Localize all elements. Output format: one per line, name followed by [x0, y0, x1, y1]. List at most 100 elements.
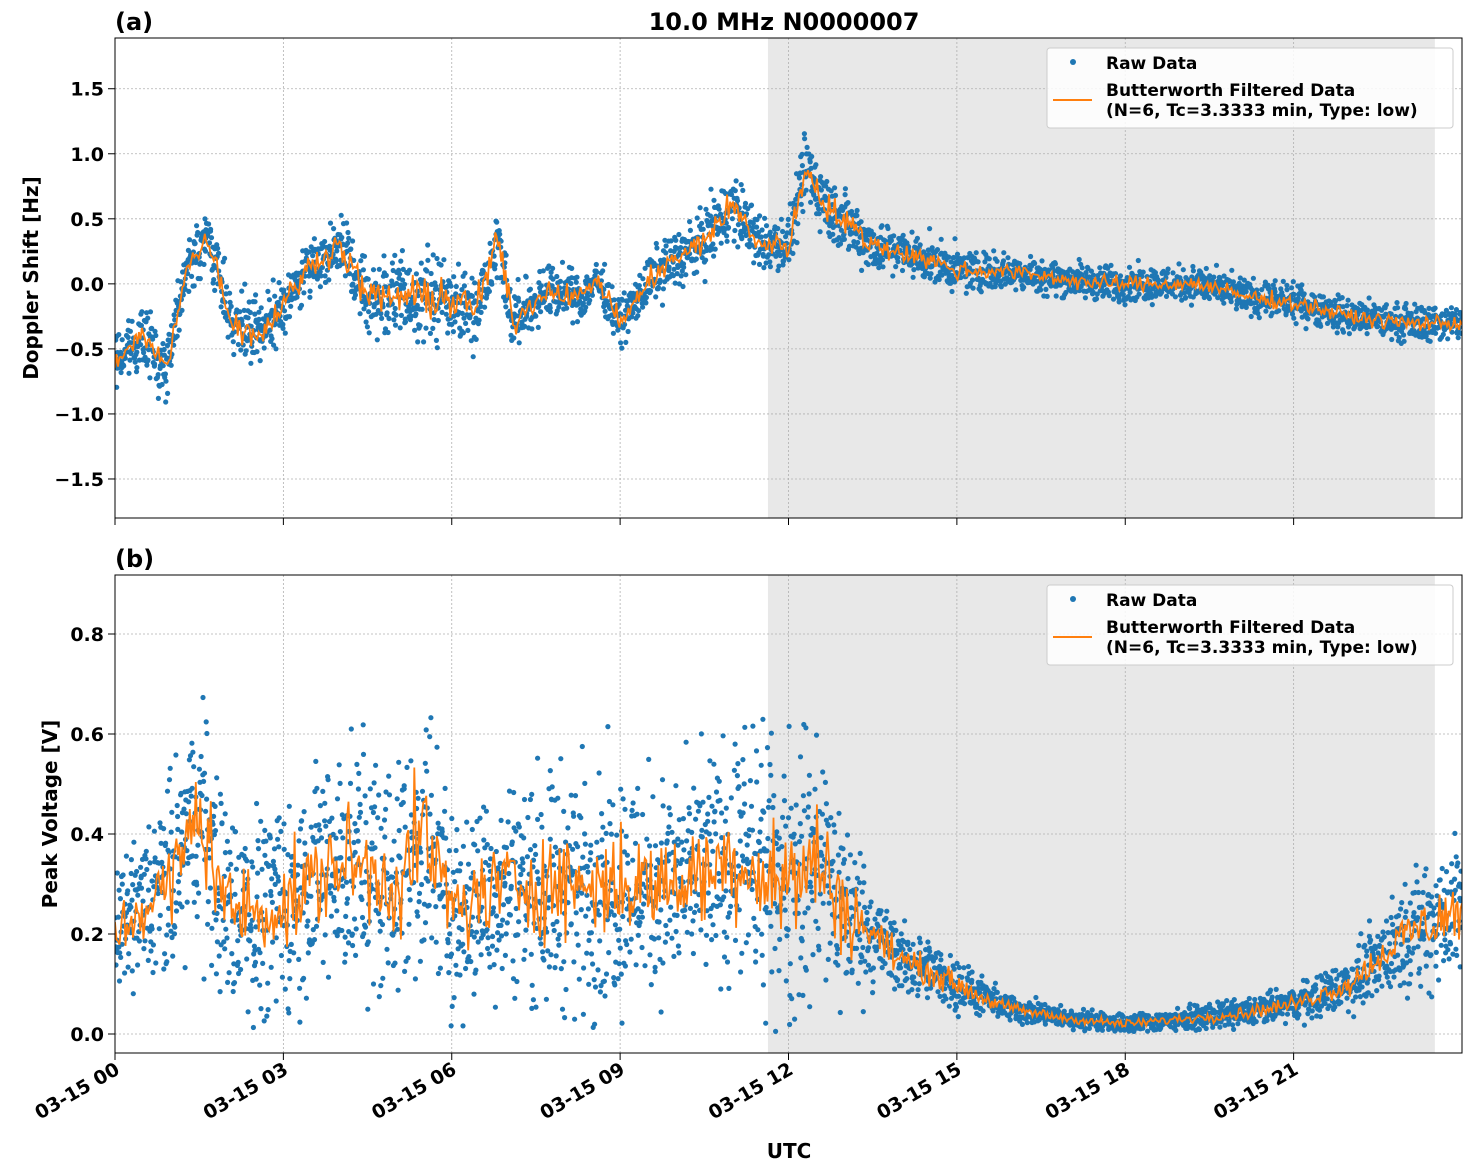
raw-point: [618, 946, 623, 951]
raw-point: [128, 905, 133, 910]
raw-point: [826, 957, 831, 962]
raw-point: [673, 783, 678, 788]
x-tick-label: 03-15 00: [31, 1058, 123, 1124]
raw-point: [570, 847, 575, 852]
raw-point: [165, 789, 170, 794]
raw-point: [145, 316, 150, 321]
raw-point: [169, 363, 174, 368]
raw-point: [711, 254, 716, 259]
raw-point: [270, 900, 275, 905]
raw-point: [186, 289, 191, 294]
raw-point: [368, 786, 373, 791]
raw-point: [800, 938, 805, 943]
raw-point: [553, 845, 558, 850]
raw-point: [1021, 285, 1026, 290]
raw-point: [918, 242, 923, 247]
raw-point: [738, 969, 743, 974]
raw-point: [402, 282, 407, 287]
raw-point: [145, 358, 150, 363]
raw-point: [397, 828, 402, 833]
raw-point: [635, 786, 640, 791]
raw-point: [348, 246, 353, 251]
raw-point: [262, 1018, 267, 1023]
raw-point: [779, 844, 784, 849]
raw-point: [1231, 279, 1236, 284]
raw-point: [258, 819, 263, 824]
raw-point: [832, 185, 837, 190]
raw-point: [201, 779, 206, 784]
raw-point: [689, 931, 694, 936]
raw-point: [554, 919, 559, 924]
raw-point: [804, 188, 809, 193]
raw-point: [1013, 287, 1018, 292]
raw-point: [515, 932, 520, 937]
raw-point: [472, 280, 477, 285]
raw-point: [679, 273, 684, 278]
raw-point: [900, 268, 905, 273]
raw-point: [428, 715, 433, 720]
raw-point: [767, 798, 772, 803]
raw-point: [592, 977, 597, 982]
raw-point: [362, 254, 367, 259]
raw-point: [415, 914, 420, 919]
raw-point: [239, 289, 244, 294]
raw-point: [130, 882, 135, 887]
raw-point: [169, 810, 174, 815]
raw-point: [1032, 261, 1037, 266]
raw-point: [326, 975, 331, 980]
raw-point: [153, 960, 158, 965]
raw-point: [643, 300, 648, 305]
raw-point: [561, 809, 566, 814]
raw-point: [172, 925, 177, 930]
raw-point: [200, 695, 205, 700]
raw-point: [589, 930, 594, 935]
raw-point: [126, 371, 131, 376]
raw-point: [694, 903, 699, 908]
raw-point: [213, 828, 218, 833]
raw-point: [574, 280, 579, 285]
raw-point: [365, 324, 370, 329]
raw-point: [611, 331, 616, 336]
raw-point: [460, 942, 465, 947]
raw-point: [501, 902, 506, 907]
raw-point: [880, 257, 885, 262]
raw-point: [603, 309, 608, 314]
raw-point: [716, 871, 721, 876]
raw-point: [498, 923, 503, 928]
raw-point: [783, 824, 788, 829]
raw-point: [1054, 293, 1059, 298]
raw-point: [1164, 294, 1169, 299]
raw-point: [148, 948, 153, 953]
raw-point: [403, 825, 408, 830]
raw-point: [400, 248, 405, 253]
raw-point: [494, 913, 499, 918]
raw-point: [404, 765, 409, 770]
raw-point: [855, 208, 860, 213]
raw-point: [711, 762, 716, 767]
raw-point: [277, 815, 282, 820]
raw-point: [262, 828, 267, 833]
raw-point: [172, 931, 177, 936]
raw-point: [819, 864, 824, 869]
raw-point: [163, 371, 168, 376]
raw-point: [420, 789, 425, 794]
raw-point: [361, 931, 366, 936]
raw-point: [208, 885, 213, 890]
raw-point: [129, 857, 134, 862]
raw-point: [382, 817, 387, 822]
raw-point: [308, 894, 313, 899]
raw-point: [137, 938, 142, 943]
raw-point: [371, 981, 376, 986]
x-tick-label: 03-15 21: [1210, 1058, 1302, 1124]
raw-point: [666, 824, 671, 829]
raw-point: [1294, 321, 1299, 326]
raw-point: [1176, 261, 1181, 266]
raw-point: [765, 836, 770, 841]
raw-point: [345, 230, 350, 235]
raw-point: [276, 844, 281, 849]
raw-point: [153, 333, 158, 338]
raw-point: [257, 950, 262, 955]
raw-point: [138, 342, 143, 347]
raw-point: [511, 790, 516, 795]
raw-point: [234, 867, 239, 872]
